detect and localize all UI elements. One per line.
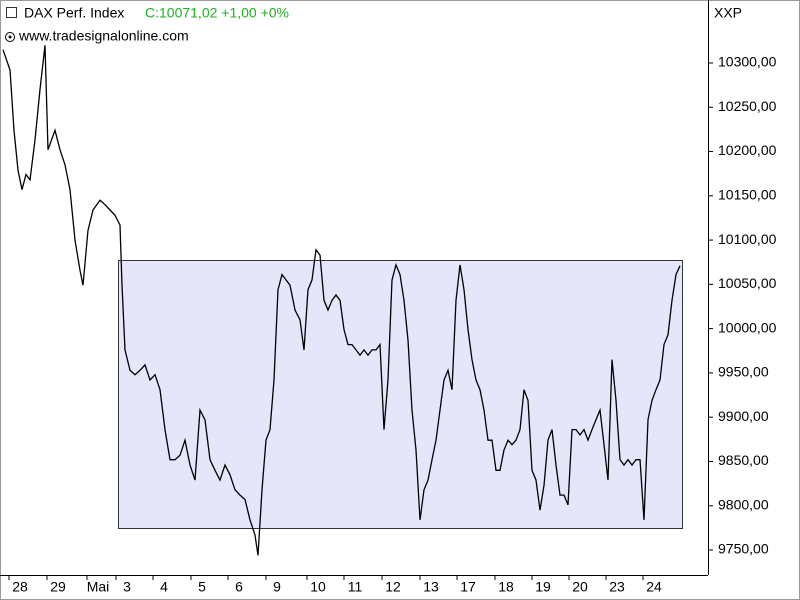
y-tick-label: 9900,00 — [718, 408, 769, 424]
y-tick-label: 10050,00 — [718, 275, 777, 291]
x-tick-label: 10 — [310, 579, 326, 595]
y-tick-label: 10250,00 — [718, 98, 777, 114]
x-tick-label: 18 — [498, 579, 514, 595]
y-tick-label: 10000,00 — [718, 319, 777, 335]
x-tick-label: 6 — [235, 579, 243, 595]
x-tick-label: 19 — [535, 579, 551, 595]
price-line — [2, 45, 681, 556]
x-tick-label: 29 — [50, 579, 66, 595]
x-tick-label: 12 — [385, 579, 401, 595]
y-tick-label: 10150,00 — [718, 187, 777, 203]
x-tick-label: 24 — [646, 579, 662, 595]
y-tick-label: 10100,00 — [718, 231, 777, 247]
source: www.tradesignalonline.com — [18, 28, 189, 44]
y-tick-label: 9750,00 — [718, 541, 769, 557]
y-tick-label: 9850,00 — [718, 452, 769, 468]
y-tick-label: 9950,00 — [718, 364, 769, 380]
x-tick-label: 4 — [160, 579, 168, 595]
x-tick-label: 17 — [460, 579, 476, 595]
source-icon — [5, 32, 15, 42]
x-tick-label: 13 — [423, 579, 439, 595]
x-tick-label: Mai — [87, 579, 110, 595]
x-tick-label: 11 — [348, 579, 363, 595]
y-tick-label: 9800,00 — [718, 496, 769, 512]
source-icon-dot — [8, 35, 12, 39]
x-tick-label: 23 — [609, 579, 625, 595]
x-tick-label: 9 — [273, 579, 281, 595]
range-box — [118, 260, 683, 529]
x-tick-label: 20 — [572, 579, 588, 595]
x-tick-label: 28 — [12, 579, 28, 595]
chart-subtitle: C:10071,02 +1,00 +0% — [145, 5, 289, 21]
x-tick-label: 5 — [198, 579, 206, 595]
x-tick-label: 3 — [123, 579, 131, 595]
y-axis-label: XXP — [714, 5, 742, 21]
icon — [6, 7, 17, 18]
y-tick-label: 10200,00 — [718, 142, 777, 158]
chart-title: DAX Perf. Index — [24, 5, 124, 21]
y-tick-label: 10300,00 — [718, 54, 777, 70]
